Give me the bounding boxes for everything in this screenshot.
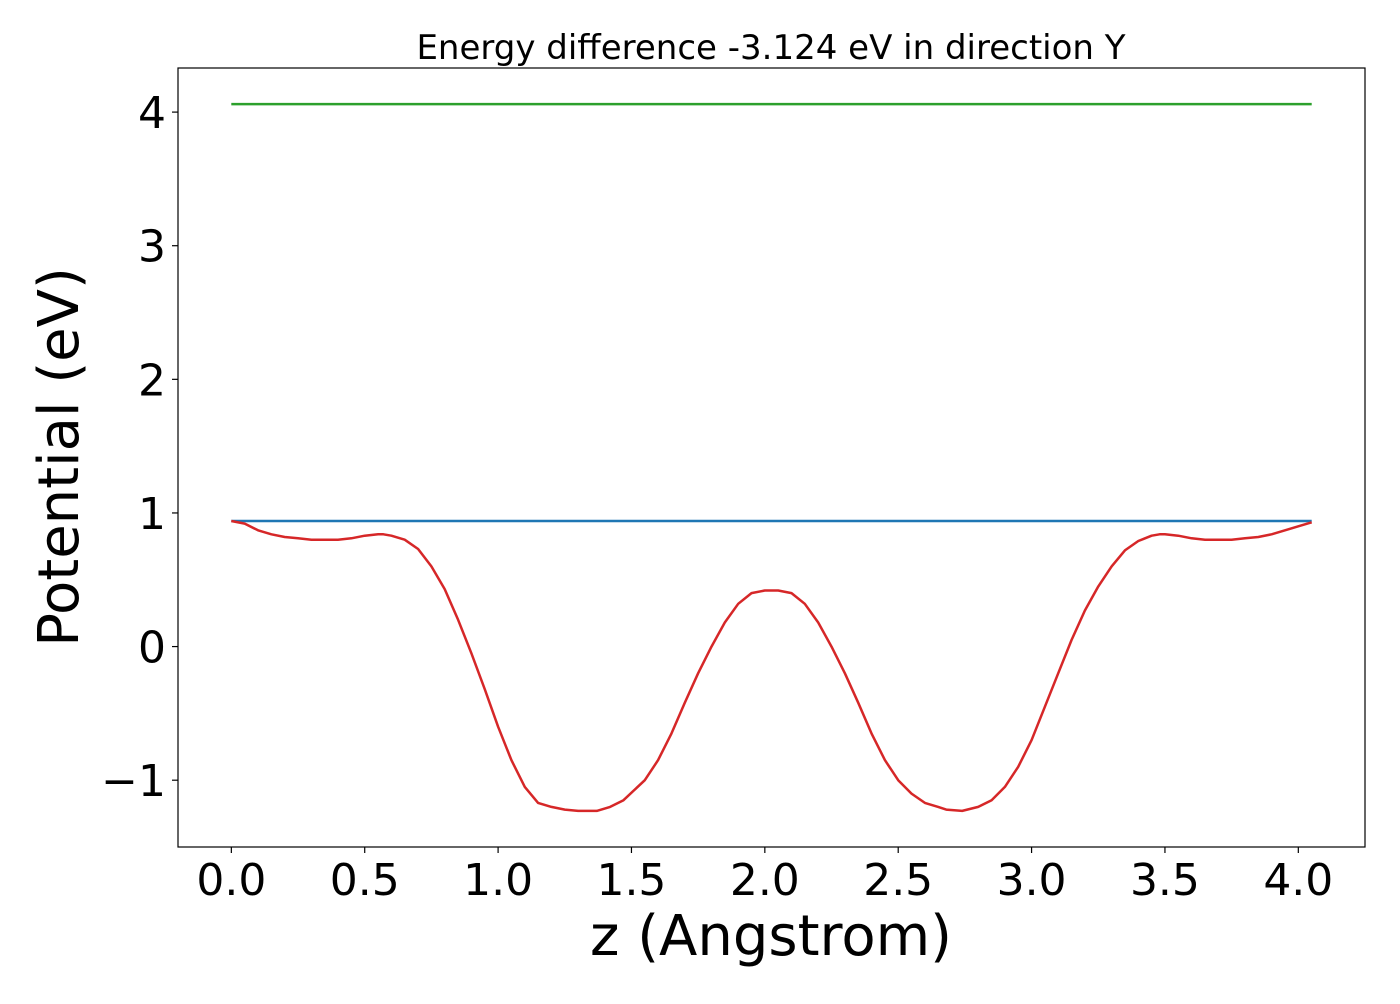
- y-axis-label: Potential (eV): [27, 267, 92, 647]
- y-tick-label: 3: [138, 222, 166, 273]
- x-tick-label: 0.0: [196, 855, 266, 906]
- x-tick-label: 2.0: [730, 855, 800, 906]
- x-tick-label: 4.0: [1263, 855, 1333, 906]
- plot-frame: [177, 67, 1366, 848]
- x-tick-label: 2.5: [863, 855, 933, 906]
- x-tick-label: 1.5: [596, 855, 666, 906]
- y-tick-label: 1: [138, 489, 166, 540]
- series-line-2: [231, 519, 1313, 813]
- y-tick-label: 2: [138, 355, 166, 406]
- x-axis: 0.0 0.5 1.0 1.5 2.0 2.5 3.0 3.5 4.0: [196, 847, 1333, 906]
- chart-title: Energy difference -3.124 eV in direction…: [416, 28, 1125, 68]
- x-axis-label: z (Angstrom): [590, 904, 952, 969]
- y-tick-label: −1: [101, 756, 166, 807]
- series-layer: [231, 102, 1313, 813]
- x-tick-label: 3.5: [1130, 855, 1200, 906]
- y-tick-label: 4: [138, 88, 166, 139]
- x-tick-label: 3.0: [997, 855, 1067, 906]
- x-tick-label: 0.5: [330, 855, 400, 906]
- y-tick-label: 0: [138, 623, 166, 674]
- y-axis: −1 0 1 2 3 4: [101, 88, 178, 807]
- x-tick-label: 1.0: [463, 855, 533, 906]
